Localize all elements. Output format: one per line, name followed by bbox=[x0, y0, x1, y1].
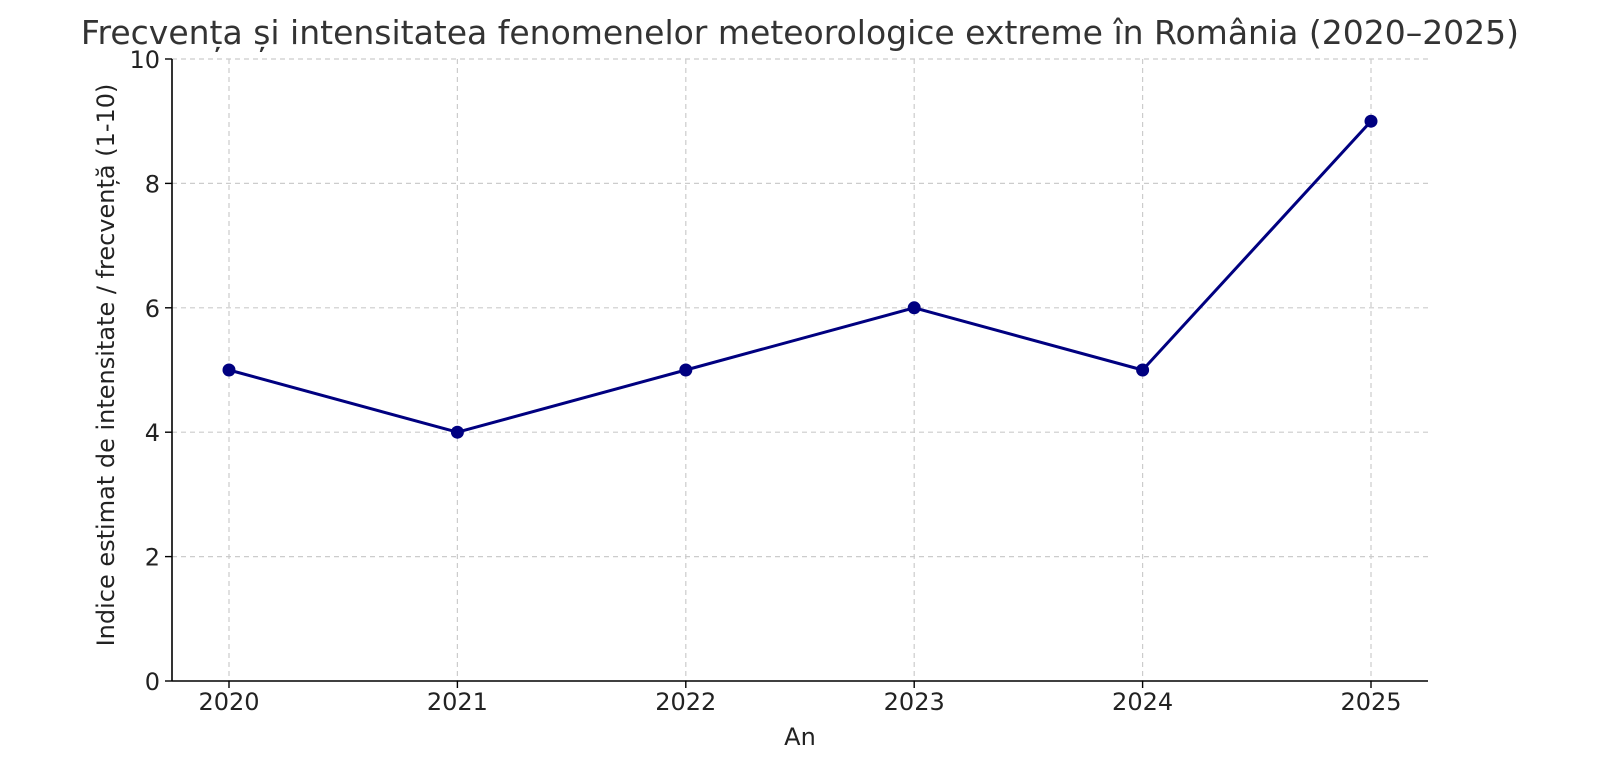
grid-layer bbox=[172, 58, 1428, 681]
x-tick-label: 2025 bbox=[1340, 688, 1401, 716]
chart-title: Frecvența și intensitatea fenomenelor me… bbox=[81, 13, 1519, 53]
series-layer bbox=[222, 114, 1378, 439]
data-point bbox=[907, 301, 921, 315]
axes-layer bbox=[171, 59, 1428, 682]
y-tick-label: 6 bbox=[145, 295, 160, 323]
y-axis-label: Indice estimat de intensitate / frecvenț… bbox=[92, 84, 120, 647]
y-tick-label: 4 bbox=[145, 419, 160, 447]
x-tick-label: 2021 bbox=[427, 688, 488, 716]
x-tick-label: 2020 bbox=[198, 688, 259, 716]
y-tick-label: 0 bbox=[145, 668, 160, 696]
x-tick-label: 2023 bbox=[884, 688, 945, 716]
x-tick-label: 2024 bbox=[1112, 688, 1173, 716]
y-tick-label: 10 bbox=[129, 46, 160, 74]
data-point bbox=[450, 425, 464, 439]
data-point bbox=[1364, 114, 1378, 128]
data-point bbox=[679, 363, 693, 377]
series-line bbox=[227, 119, 1373, 434]
data-point bbox=[222, 363, 236, 377]
y-tick-label: 8 bbox=[145, 170, 160, 198]
ticks-layer: 0 2 4 6 8 10 2020 2021 2022 2023 2024 2025 bbox=[129, 46, 1401, 716]
x-axis-label: An bbox=[784, 723, 816, 751]
x-tick-label: 2022 bbox=[655, 688, 716, 716]
y-tick-label: 2 bbox=[145, 544, 160, 572]
data-point bbox=[1136, 363, 1150, 377]
